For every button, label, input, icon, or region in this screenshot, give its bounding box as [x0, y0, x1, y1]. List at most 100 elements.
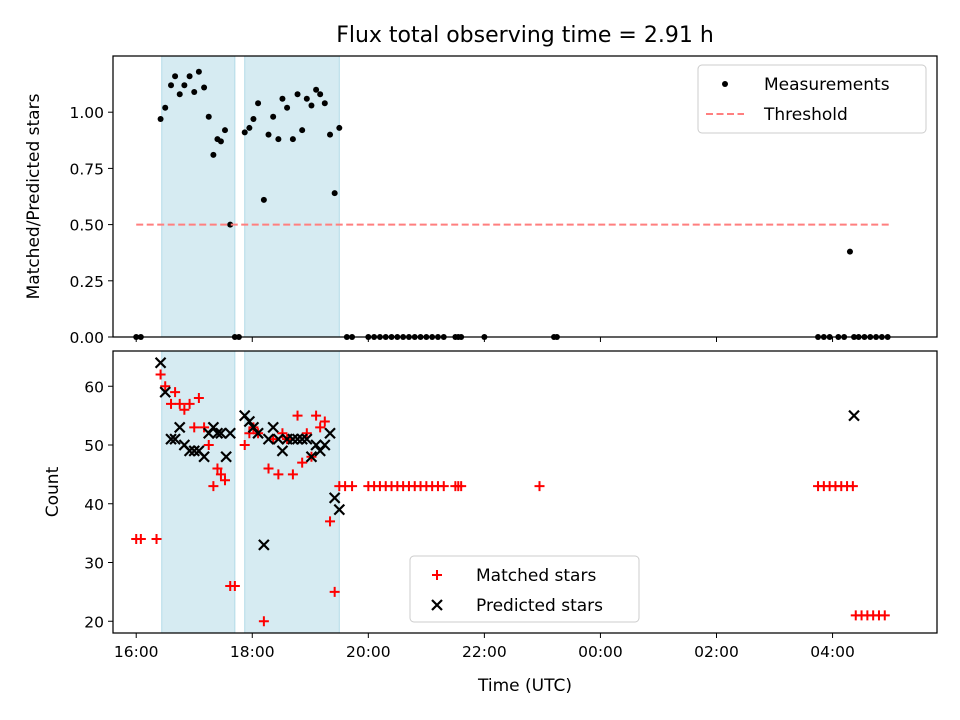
bottom-x-axis-label: Time (UTC)	[477, 676, 572, 696]
bottom-legend-box	[409, 555, 640, 623]
measurements-point	[299, 127, 306, 134]
measurements-point	[168, 82, 175, 89]
matched-stars-point	[847, 481, 858, 492]
bottom-shaded-span-1	[244, 350, 340, 634]
matched-stars-point	[273, 469, 284, 480]
predicted-stars-point	[291, 433, 304, 445]
matched-stars-point	[219, 475, 230, 486]
top-shaded-spans	[161, 55, 340, 338]
matched-stars-point	[325, 516, 336, 527]
matched-stars-point	[215, 469, 226, 480]
measurements-point	[279, 95, 286, 102]
matched-stars-point	[212, 463, 223, 474]
measurements-point	[191, 88, 198, 95]
predicted-stars-point	[272, 433, 285, 445]
matched-stars-point	[135, 534, 146, 544]
matched-stars-point	[315, 422, 326, 433]
bottom-x-tick-label: 04:00	[810, 643, 855, 661]
matched-stars-point	[229, 581, 240, 591]
matched-stars-point	[438, 481, 449, 492]
bottom-y-tick-label: 20	[84, 613, 104, 631]
predicted-stars-point	[305, 450, 318, 463]
bottom-x-tick-label: 00:00	[578, 643, 623, 661]
measurements-point	[227, 221, 234, 228]
measurements-point	[186, 73, 193, 80]
predicted-stars-point	[328, 492, 341, 504]
measurements-point	[195, 68, 202, 75]
matched-stars-point	[347, 481, 358, 492]
measurements-point	[221, 127, 228, 134]
matched-stars-point	[179, 404, 190, 415]
measurements-point	[284, 104, 291, 111]
measurements-point	[246, 124, 253, 131]
top-legend-box	[697, 64, 927, 134]
predicted-stars-point	[224, 427, 236, 440]
predicted-stars-point	[276, 445, 289, 457]
bottom-y-axis-label: Count	[43, 466, 63, 517]
measurements-point	[270, 113, 277, 120]
measurements-point	[846, 248, 853, 255]
measurements-point	[317, 91, 324, 98]
legend-label: Threshold	[763, 105, 848, 125]
matched-stars-point	[174, 398, 185, 409]
predicted-stars-point	[301, 433, 313, 445]
top-marks	[133, 68, 891, 340]
predicted-stars-point	[287, 433, 299, 445]
predicted-stars-point	[173, 421, 186, 434]
measurements-point	[313, 86, 320, 93]
measurements-point	[217, 138, 224, 145]
legend-measurements-swatch	[722, 81, 728, 87]
bottom-x-tick-label: 16:00	[114, 643, 159, 661]
measurements-point	[265, 131, 272, 138]
predicted-stars-point	[296, 433, 308, 445]
top-y-tick-label: 0.25	[69, 273, 104, 291]
measurements-point	[275, 136, 282, 143]
predicted-stars-point	[267, 421, 279, 434]
predicted-stars-point	[243, 415, 256, 428]
predicted-stars-point	[183, 445, 196, 457]
predicted-stars-point	[848, 409, 860, 422]
measurements-point	[321, 100, 328, 107]
predicted-stars-point	[258, 539, 270, 551]
measurements-point	[181, 82, 188, 89]
bottom-x-tick-label: 20:00	[346, 643, 391, 661]
predicted-stars-point	[262, 433, 275, 445]
bottom-ticks: 20 30 40 50 60 16:00 18:00 20:00 22:00 00:00 02:00…	[84, 378, 855, 661]
predicted-stars-point	[211, 427, 224, 440]
top-y-tick-label: 1.00	[69, 104, 104, 122]
bottom-y-tick-label: 40	[84, 496, 104, 514]
top-y-axis-label: Matched/Predicted stars	[24, 93, 44, 299]
figure-title: Flux total observing time = 2.91 h	[336, 23, 714, 48]
matched-stars-point	[297, 457, 308, 468]
bottom-x-tick-label: 22:00	[462, 643, 507, 661]
matched-stars-point	[287, 469, 298, 480]
matched-stars-point	[311, 410, 322, 421]
matched-stars-point	[208, 481, 219, 492]
legend-predicted-swatch	[431, 599, 443, 611]
matched-stars-point	[166, 398, 177, 409]
measurements-point	[336, 124, 343, 131]
matched-stars-point	[199, 422, 210, 433]
top-ticks: 0.00 0.25 0.50 0.75 1.00	[69, 104, 834, 347]
predicted-stars-point	[165, 433, 177, 445]
matched-stars-point	[301, 428, 312, 439]
bottom-legend: Matched stars Predicted stars	[409, 555, 640, 623]
matched-stars-point	[170, 387, 181, 398]
measurements-point	[331, 190, 338, 197]
top-legend: Measurements Threshold	[697, 64, 927, 134]
predicted-stars-point	[252, 427, 264, 440]
measurements-point	[201, 84, 208, 91]
predicted-stars-point	[333, 503, 346, 516]
matched-stars-point	[184, 398, 195, 409]
predicted-stars-point	[198, 450, 210, 463]
measurements-point	[308, 102, 315, 109]
predicted-stars-point	[310, 439, 322, 451]
matched-stars-point	[203, 440, 214, 450]
top-shaded-span-0	[161, 55, 236, 338]
predicted-stars-point	[154, 356, 167, 369]
matched-stars-point	[151, 534, 162, 544]
bottom-x-tick-label: 18:00	[230, 643, 275, 661]
predicted-stars-point	[188, 445, 201, 457]
top-shaded-span-1	[244, 55, 340, 338]
